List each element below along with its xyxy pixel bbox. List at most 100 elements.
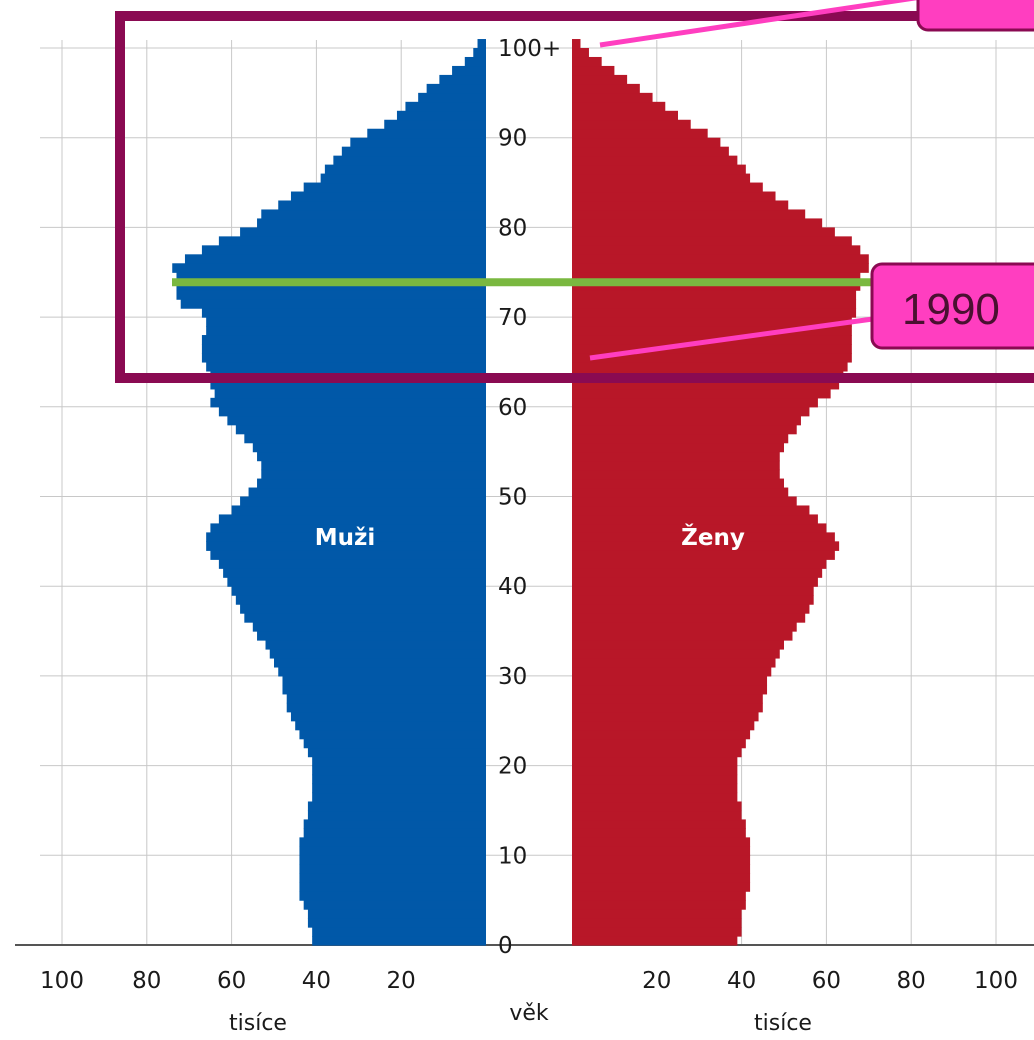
men-bar-age-37 [240, 604, 486, 614]
value-axis-title-left: tisíce [229, 1011, 287, 1036]
men-bar-age-70 [201, 308, 487, 318]
women-bar-age-24 [572, 720, 755, 731]
men-bar-age-39 [231, 586, 486, 596]
value-tick-label-left: 80 [132, 968, 161, 994]
men-bar-age-54 [257, 451, 486, 462]
women-bar-age-79 [572, 227, 835, 237]
age-tick-label: 80 [498, 215, 527, 241]
men-bar-age-65 [201, 352, 487, 363]
men-bar-age-14 [307, 810, 486, 821]
value-tick-label-right: 80 [897, 968, 926, 994]
age-tick-label: 90 [498, 126, 527, 152]
women-bar-age-54 [572, 451, 780, 462]
value-tick-label-left: 100 [40, 968, 84, 994]
women-bar-age-20 [572, 756, 738, 767]
age-tick-label: 20 [498, 754, 527, 780]
women-bar-age-98 [572, 56, 602, 67]
women-bar-age-86 [572, 164, 746, 175]
men-bar-age-98 [464, 56, 486, 67]
men-series-label: Muži [315, 525, 376, 551]
women-bar-age-96 [572, 74, 628, 85]
women-bar-age-21 [572, 747, 742, 758]
men-bar-age-12 [303, 828, 486, 838]
men-bar-age-80 [257, 218, 486, 228]
men-bar-age-64 [206, 361, 486, 372]
men-bar-age-18 [312, 774, 486, 785]
callout-box-1990 [870, 262, 1034, 350]
women-bar-age-83 [572, 191, 776, 202]
men-bar-age-34 [257, 631, 486, 641]
men-bar-age-79 [240, 227, 486, 237]
women-bar-age-7 [572, 873, 751, 883]
men-bar-age-33 [265, 640, 486, 650]
women-bar-age-62 [572, 379, 840, 390]
men-bar-age-19 [312, 765, 486, 776]
women-bar-age-91 [572, 119, 691, 130]
women-bar-age-11 [572, 837, 751, 847]
value-tick-label-left: 20 [387, 968, 416, 994]
women-bar-age-61 [572, 388, 831, 399]
value-axis-title-right: tisíce [754, 1011, 812, 1036]
men-bar-age-62 [210, 379, 486, 390]
men-bar-age-61 [214, 388, 486, 399]
men-bar-age-77 [201, 245, 487, 255]
men-bar-age-17 [312, 783, 486, 794]
men-bar-age-46 [210, 523, 486, 533]
women-bar-age-81 [572, 209, 806, 220]
men-bar-age-95 [426, 83, 486, 94]
men-bar-age-94 [418, 92, 486, 103]
men-bar-age-11 [299, 837, 486, 847]
women-bar-age-78 [572, 236, 852, 246]
women-bar-age-65 [572, 352, 852, 363]
women-bar-age-36 [572, 613, 806, 623]
women-bar-age-12 [572, 828, 746, 838]
women-bar-age-5 [572, 891, 746, 901]
men-bar-age-96 [439, 74, 486, 85]
women-bar-age-93 [572, 101, 666, 112]
women-bar-age-52 [572, 469, 780, 480]
men-bar-age-10 [299, 846, 486, 856]
men-bar-age-5 [299, 891, 486, 901]
age-tick-label: 10 [498, 843, 527, 869]
men-bar-age-82 [278, 200, 486, 211]
men-bar-age-23 [299, 729, 486, 740]
men-bar-age-56 [244, 433, 486, 444]
women-bar-age-50 [572, 487, 789, 498]
women-bar-age-26 [572, 702, 763, 713]
men-bar-age-92 [396, 110, 486, 121]
women-bar-age-22 [572, 738, 746, 749]
women-bar-age-35 [572, 622, 797, 632]
age-tick-label: 70 [498, 305, 527, 331]
men-bar-age-48 [231, 505, 486, 516]
women-bar-age-57 [572, 424, 797, 435]
men-bars [172, 39, 487, 946]
women-bar-age-29 [572, 675, 768, 686]
women-bar-age-25 [572, 711, 759, 722]
women-bar-age-66 [572, 344, 852, 354]
men-bar-age-6 [299, 882, 486, 892]
age-tick-label: 100+ [498, 36, 561, 62]
women-bar-age-16 [572, 792, 738, 803]
value-tick-label-left: 40 [302, 968, 331, 994]
women-bar-age-3 [572, 909, 742, 919]
women-bar-age-72 [572, 290, 857, 300]
men-bar-age-35 [252, 622, 486, 632]
men-bar-age-3 [307, 909, 486, 919]
age-tick-label: 30 [498, 664, 527, 690]
women-bar-age-82 [572, 200, 789, 211]
men-bar-age-55 [252, 442, 486, 453]
women-bar-age-19 [572, 765, 738, 776]
men-bar-age-81 [261, 209, 486, 220]
men-bar-age-83 [290, 191, 486, 202]
women-bar-age-44 [572, 541, 840, 551]
women-bar-age-55 [572, 442, 784, 453]
women-bar-age-2 [572, 918, 742, 928]
women-bar-age-6 [572, 882, 751, 892]
women-bar-age-48 [572, 505, 810, 516]
women-bar-age-87 [572, 155, 738, 166]
men-bar-age-74 [176, 272, 487, 282]
men-bar-age-24 [295, 720, 486, 731]
women-bar-age-64 [572, 361, 848, 372]
women-series-label: Ženy [681, 523, 745, 551]
men-bar-age-8 [299, 864, 486, 874]
